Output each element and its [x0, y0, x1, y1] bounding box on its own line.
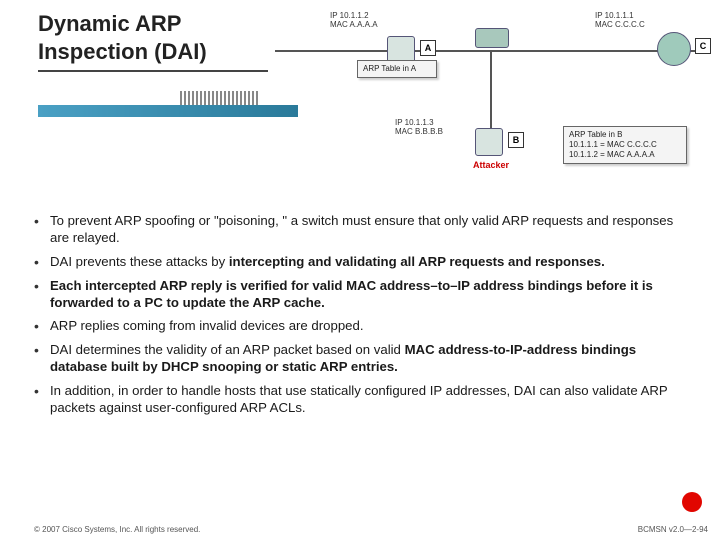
arp-table-b: ARP Table in B 10.1.1.1 = MAC C.C.C.C 10…	[563, 126, 687, 164]
host-c-letter: C	[695, 38, 711, 54]
title-underline	[38, 70, 268, 72]
bullet-item: DAI determines the validity of an ARP pa…	[30, 342, 695, 376]
bullet-item: DAI prevents these attacks by intercepti…	[30, 254, 695, 271]
accent-bar	[38, 105, 298, 117]
diagram-wire-vertical	[490, 50, 492, 128]
arp-b-title: ARP Table in B	[569, 130, 623, 139]
host-a-letter: A	[420, 40, 436, 56]
decoration-bars	[180, 86, 280, 106]
title-line2: Inspection (DAI)	[38, 39, 207, 64]
host-b-icon	[475, 128, 503, 156]
bullet-item: To prevent ARP spoofing or "poisoning, "…	[30, 213, 695, 247]
bullet-ul: To prevent ARP spoofing or "poisoning, "…	[30, 213, 695, 417]
attacker-label: Attacker	[473, 160, 509, 170]
footer-copyright: © 2007 Cisco Systems, Inc. All rights re…	[34, 525, 200, 534]
host-a-ip: IP 10.1.1.2 MAC A.A.A.A	[330, 11, 378, 29]
switch-icon	[475, 28, 509, 48]
red-dot-icon	[682, 492, 702, 512]
arp-b-rows: 10.1.1.1 = MAC C.C.C.C 10.1.1.2 = MAC A.…	[569, 140, 657, 159]
host-c-ip: IP 10.1.1.1 MAC C.C.C.C	[595, 11, 645, 29]
footer-slide-number: BCMSN v2.0—2-94	[638, 525, 708, 534]
router-c-icon	[657, 32, 691, 66]
network-diagram: A IP 10.1.1.2 MAC A.A.A.A ARP Table in A…	[275, 8, 715, 198]
host-b-ip: IP 10.1.1.3 MAC B.B.B.B	[395, 118, 443, 136]
title-line1: Dynamic ARP	[38, 11, 181, 36]
slide-container: Dynamic ARP Inspection (DAI) A IP 10.1.1…	[0, 0, 720, 540]
bullet-item: In addition, in order to handle hosts th…	[30, 383, 695, 417]
bullet-item: Each intercepted ARP reply is verified f…	[30, 278, 695, 312]
slide-title: Dynamic ARP Inspection (DAI)	[38, 10, 268, 65]
bullet-item: ARP replies coming from invalid devices …	[30, 318, 695, 335]
host-b-letter: B	[508, 132, 524, 148]
bullet-list: To prevent ARP spoofing or "poisoning, "…	[30, 213, 695, 424]
arp-table-a: ARP Table in A	[357, 60, 437, 78]
